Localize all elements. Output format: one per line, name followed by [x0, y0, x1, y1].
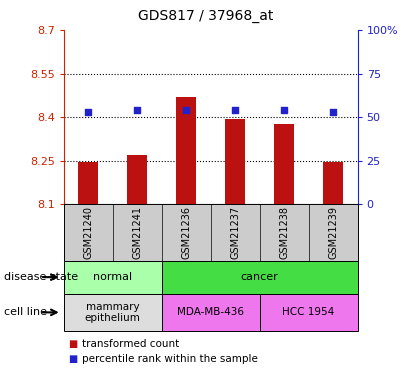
Bar [79, 162, 98, 204]
Bar [64, 294, 162, 331]
Text: ■: ■ [68, 354, 77, 364]
Text: HCC 1954: HCC 1954 [282, 308, 335, 317]
Bar [162, 261, 358, 294]
Point [183, 107, 189, 113]
Text: transformed count: transformed count [82, 339, 180, 349]
Text: GSM21239: GSM21239 [328, 206, 338, 259]
Text: mammary
epithelium: mammary epithelium [85, 302, 141, 323]
Bar [323, 162, 343, 204]
Text: GDS817 / 37968_at: GDS817 / 37968_at [138, 9, 273, 23]
Text: GSM21241: GSM21241 [132, 206, 142, 259]
Text: cell line: cell line [4, 308, 47, 317]
Point [232, 107, 238, 113]
Text: MDA-MB-436: MDA-MB-436 [177, 308, 244, 317]
Text: GSM21237: GSM21237 [230, 206, 240, 259]
Text: GSM21238: GSM21238 [279, 206, 289, 259]
Point [85, 109, 92, 115]
Bar [162, 294, 260, 331]
Point [134, 107, 141, 113]
Text: ■: ■ [68, 339, 77, 349]
Text: GSM21240: GSM21240 [83, 206, 93, 259]
Text: normal: normal [93, 272, 132, 282]
Bar [225, 118, 245, 204]
Bar [260, 294, 358, 331]
Text: disease state: disease state [4, 272, 78, 282]
Text: percentile rank within the sample: percentile rank within the sample [82, 354, 258, 364]
Bar [127, 155, 147, 204]
Text: GSM21236: GSM21236 [181, 206, 191, 259]
Bar [64, 261, 162, 294]
Point [281, 107, 287, 113]
Bar [274, 124, 294, 204]
Bar [176, 97, 196, 204]
Point [330, 109, 336, 115]
Text: cancer: cancer [241, 272, 279, 282]
